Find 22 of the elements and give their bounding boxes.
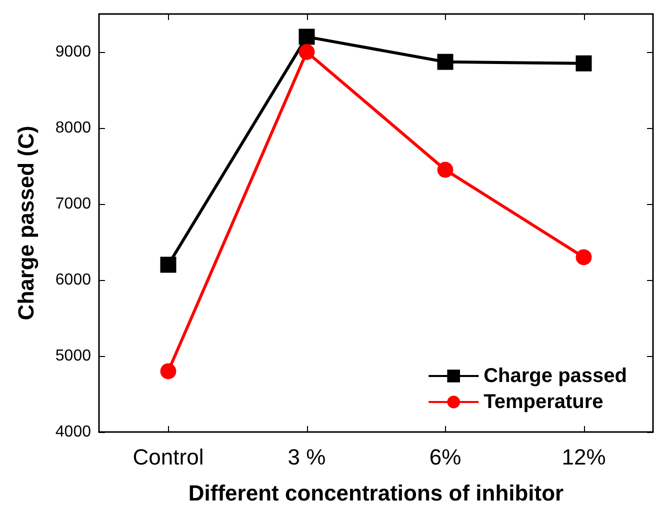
point bbox=[437, 162, 454, 178]
point bbox=[576, 55, 592, 72]
x-tick-label: Control bbox=[132, 444, 204, 470]
point bbox=[160, 363, 176, 380]
y-tick-label: 7000 bbox=[55, 196, 92, 212]
y-tick-label: 8000 bbox=[55, 120, 92, 136]
legend-label: Temperature bbox=[484, 391, 604, 413]
legend-label: Charge passed bbox=[484, 365, 627, 387]
point bbox=[576, 249, 592, 266]
x-axis-title: Different concentrations of inhibitor bbox=[188, 480, 564, 506]
point bbox=[160, 256, 176, 273]
x-tick-label: 12% bbox=[562, 444, 606, 470]
point bbox=[298, 44, 315, 60]
y-tick-label: 4000 bbox=[55, 424, 92, 440]
y-tick-label: 5000 bbox=[55, 348, 92, 364]
y-axis-title: Charge passed (C) bbox=[14, 126, 38, 320]
x-tick-label: 6% bbox=[429, 444, 462, 470]
y-tick-label: 6000 bbox=[55, 272, 92, 288]
point bbox=[298, 28, 315, 45]
point bbox=[437, 54, 454, 70]
x-tick-label: 3 % bbox=[288, 444, 326, 470]
y-tick-label: 9000 bbox=[55, 44, 92, 60]
